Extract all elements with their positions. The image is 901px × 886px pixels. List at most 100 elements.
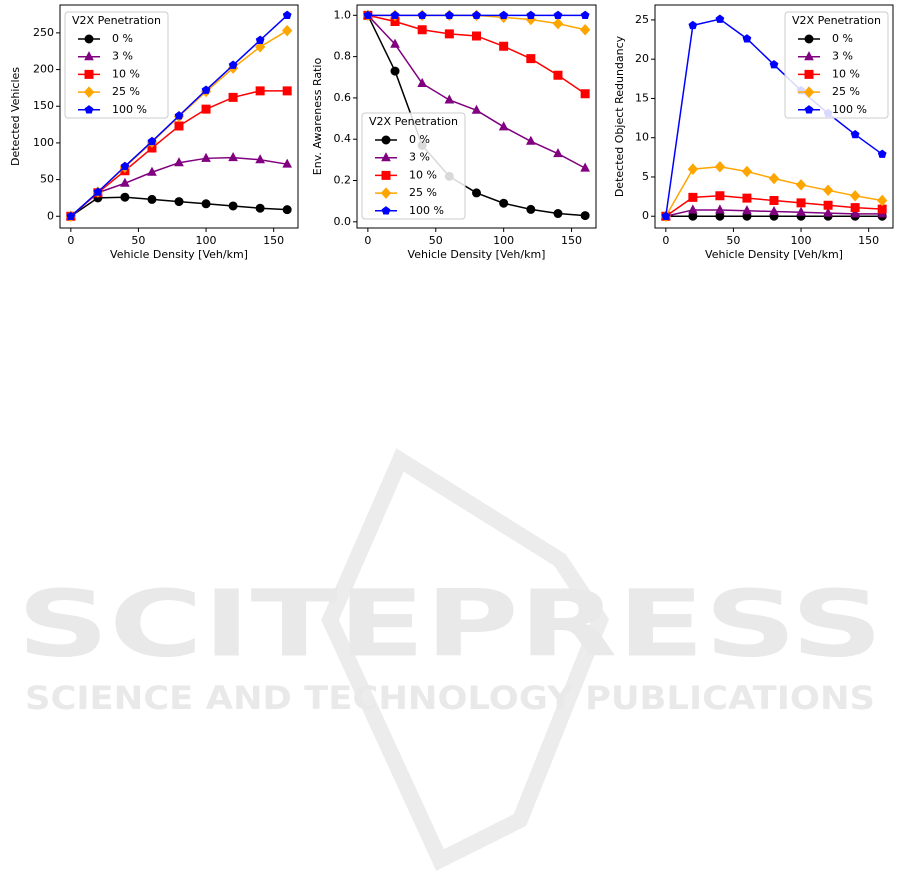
x-tick-label: 100 (791, 234, 812, 247)
chart-panel: 0 50 100 150 0 5 10 15 20 25 Vehicle Density [Veh/… (613, 4, 894, 261)
marker (472, 31, 481, 41)
y-axis-label: Env. Awareness Ratio (311, 58, 324, 176)
marker (526, 10, 536, 20)
y-tick-label: 0.8 (334, 50, 352, 63)
marker (742, 34, 752, 43)
marker (804, 51, 814, 61)
y-tick-label: 20 (635, 52, 649, 65)
marker (417, 77, 428, 87)
marker (417, 10, 427, 20)
marker (444, 10, 454, 20)
marker (877, 149, 887, 158)
legend-label: 100 % (832, 103, 867, 116)
marker (579, 24, 591, 36)
marker (84, 69, 94, 79)
marker (877, 204, 887, 214)
marker (282, 86, 292, 96)
marker (525, 135, 536, 145)
marker (174, 157, 184, 167)
axes-frame (59, 4, 299, 229)
marker (201, 85, 211, 94)
marker (552, 17, 564, 30)
marker (390, 66, 400, 76)
y-tick-label: 0.2 (334, 174, 352, 187)
legend-label: 100 % (112, 103, 147, 116)
marker (282, 205, 292, 215)
marker (84, 34, 94, 44)
marker (228, 60, 238, 69)
marker (84, 105, 94, 114)
y-tick-label: 100 (33, 136, 54, 149)
x-tick-label: 150 (561, 234, 582, 247)
marker (688, 204, 698, 214)
marker (742, 193, 752, 203)
x-tick-label: 0 (662, 234, 669, 247)
legend: V2X Penetration 0 % 3 % 10 % 25 % 100 % (361, 112, 466, 220)
marker (769, 196, 779, 206)
legend-label: 3 % (409, 151, 430, 164)
axes-frame (356, 4, 597, 229)
y-axis-label: Detected Vehicles (9, 67, 22, 166)
watermark-title: SCITEPRESS (17, 570, 883, 677)
marker (228, 152, 238, 162)
marker (120, 192, 130, 202)
y-tick-label: 0 (642, 209, 649, 222)
legend-label: 10 % (112, 67, 140, 80)
marker (526, 204, 536, 214)
marker (254, 41, 266, 53)
marker (120, 177, 130, 187)
x-axis-label: Vehicle Density [Veh/km] (408, 248, 546, 261)
marker (381, 206, 391, 215)
marker (553, 70, 563, 80)
marker (201, 104, 211, 114)
marker (147, 194, 157, 204)
marker (381, 135, 391, 145)
x-tick-label: 100 (196, 234, 217, 247)
watermark: SCITEPRESS SCIENCE AND TECHNOLOGY PUBLIC… (17, 448, 883, 871)
legend-label: 25 % (832, 85, 860, 98)
marker (380, 187, 392, 199)
marker (823, 200, 833, 210)
y-tick-label: 15 (635, 91, 649, 104)
y-tick-label: 50 (40, 173, 54, 186)
marker (471, 104, 482, 114)
marker (417, 25, 427, 35)
marker (850, 203, 860, 213)
y-tick-label: 25 (635, 13, 649, 26)
marker (282, 24, 293, 37)
x-tick-label: 0 (364, 234, 371, 247)
x-tick-label: 0 (67, 234, 74, 247)
marker (849, 190, 861, 202)
y-tick-label: 0.6 (334, 91, 352, 104)
x-tick-label: 50 (131, 234, 145, 247)
marker (390, 38, 400, 48)
marker (147, 136, 157, 146)
marker (499, 41, 509, 51)
marker (83, 86, 95, 98)
legend-title: V2X Penetration (369, 115, 458, 128)
legend-label: 0 % (409, 133, 430, 146)
marker (381, 170, 391, 180)
marker (822, 184, 834, 197)
watermark-subtitle: SCIENCE AND TECHNOLOGY PUBLICATIONS (25, 679, 875, 717)
marker (714, 161, 726, 173)
marker (580, 162, 590, 172)
marker (580, 10, 590, 20)
marker (580, 89, 590, 99)
marker (499, 198, 509, 208)
marker (795, 179, 807, 191)
marker (498, 121, 509, 131)
legend-label: 0 % (112, 32, 133, 45)
y-tick-label: 0.0 (334, 215, 352, 228)
legend-label: 3 % (832, 50, 853, 63)
marker (174, 111, 184, 120)
marker (742, 205, 752, 215)
marker (715, 191, 725, 201)
chart-panel: 0 50 100 150 0 50 100 150 200 250 Vehicle Density … (9, 4, 299, 261)
y-tick-label: 150 (33, 99, 54, 112)
marker (472, 188, 481, 198)
legend-label: 10 % (832, 67, 860, 80)
legend: V2X Penetration 0 % 3 % 10 % 25 % 100 % (784, 11, 889, 119)
marker (255, 35, 265, 44)
